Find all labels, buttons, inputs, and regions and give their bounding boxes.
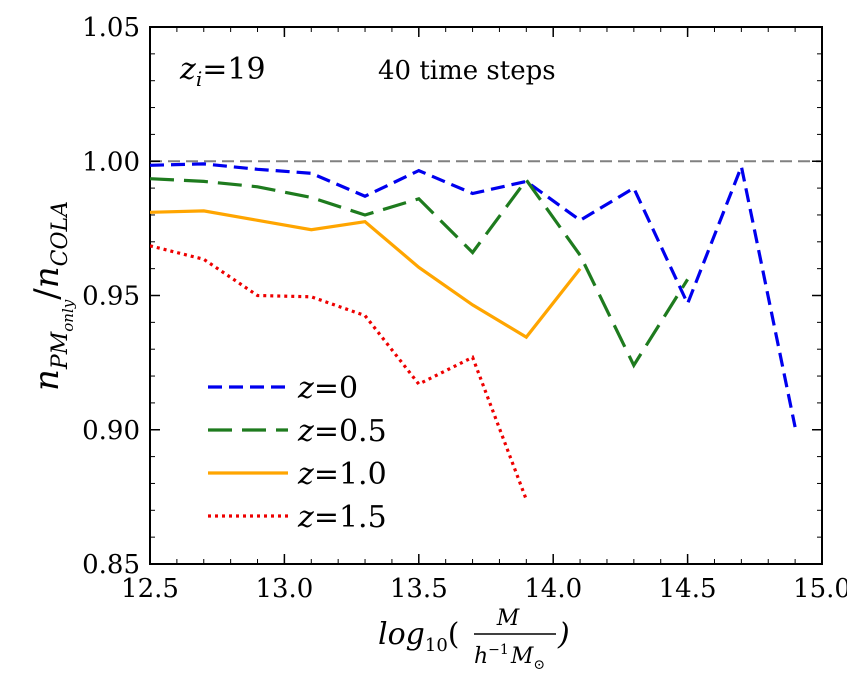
- x-label-paren-open: (: [448, 617, 460, 652]
- y-label-sub1: PM: [48, 331, 73, 370]
- x-label-sub: 10: [425, 635, 448, 656]
- y-label-n1: n: [27, 369, 67, 391]
- x-tick-label: 12.5: [121, 574, 179, 604]
- y-label-sub2: COLA: [48, 201, 73, 266]
- series-line-0: [150, 161, 797, 428]
- x-label-den-exp: −1: [488, 642, 509, 658]
- legend: z=0 z=0.5 z=1.0 z=1.5: [208, 371, 387, 535]
- legend-label-1: z=0.5: [297, 414, 387, 449]
- legend-label-0: z=0: [297, 371, 358, 406]
- svg-text:h−1M⊙: h−1M⊙: [474, 642, 545, 673]
- y-label-slash: /: [27, 288, 67, 300]
- y-tick-label: 0.95: [82, 282, 140, 312]
- y-tick-label: 1.05: [82, 13, 140, 43]
- x-label-log: log: [378, 617, 425, 652]
- y-label-n2: n: [27, 266, 67, 288]
- x-tick-label: 14.5: [659, 574, 717, 604]
- x-label-numerator: M: [496, 606, 520, 631]
- legend-label-2: z=1.0: [297, 457, 387, 492]
- annotation-zi-sub: i: [196, 67, 202, 91]
- x-label-den-m: M: [510, 644, 534, 669]
- series-line-2: [150, 209, 582, 340]
- x-label-paren-close: ): [557, 617, 570, 652]
- y-tick-label: 0.90: [82, 416, 140, 446]
- annotation-zi-var: z: [179, 52, 196, 87]
- x-tick-label: 15.0: [793, 574, 847, 604]
- svg-text:nPMonly/nCOLA: nPMonly/nCOLA: [27, 201, 77, 391]
- x-label-den-sun: ⊙: [533, 657, 545, 673]
- x-label-den-h: h: [474, 644, 488, 669]
- x-tick-label: 13.5: [390, 574, 448, 604]
- y-tick-label: 0.85: [82, 550, 140, 580]
- legend-label-3: z=1.5: [297, 500, 387, 535]
- annotation-zi: zi=19: [179, 52, 266, 91]
- plot-frame: [149, 26, 823, 565]
- annotation-time-steps: 40 time steps: [378, 56, 556, 86]
- y-axis-label: nPMonly/nCOLA: [27, 201, 77, 391]
- series-line-1: [150, 177, 689, 369]
- y-tick-label: 1.00: [82, 147, 140, 177]
- x-axis-label: log10( M h−1M⊙ ): [378, 606, 570, 673]
- svg-text:log10(: log10(: [378, 617, 460, 656]
- annotation-zi-value: =19: [202, 52, 265, 87]
- y-label-subsub1: only: [59, 299, 77, 331]
- x-tick-label: 13.0: [255, 574, 313, 604]
- x-tick-label: 14.0: [524, 574, 582, 604]
